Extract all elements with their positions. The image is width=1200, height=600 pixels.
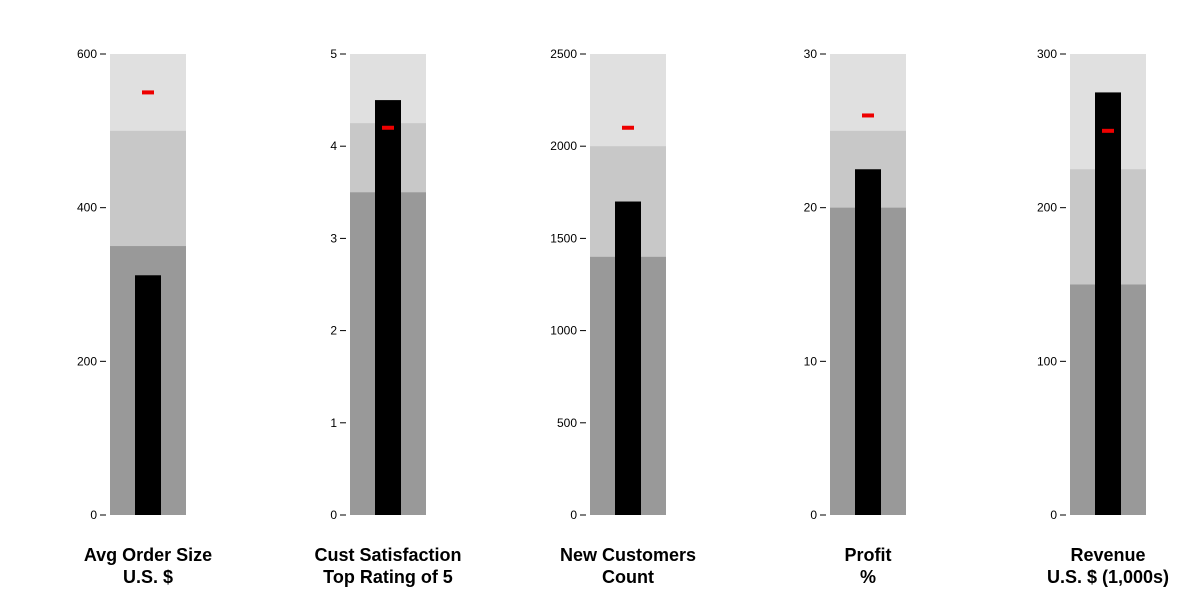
y-tick-label: 0	[810, 508, 817, 522]
y-tick-label: 500	[557, 416, 577, 430]
y-tick-label: 3	[330, 231, 337, 245]
y-tick-label: 10	[804, 354, 818, 368]
y-tick-label: 200	[1037, 201, 1057, 215]
y-tick-label: 100	[1037, 354, 1057, 368]
target-marker	[142, 90, 154, 95]
y-tick-label: 5	[330, 47, 337, 61]
measure-bar	[375, 100, 401, 515]
panel-title: New Customers	[560, 545, 696, 565]
y-tick-label: 300	[1037, 47, 1057, 61]
panel-subtitle: %	[860, 567, 876, 587]
panel-subtitle: Top Rating of 5	[323, 567, 453, 587]
y-tick-label: 1500	[550, 231, 577, 245]
y-tick-label: 1	[330, 416, 337, 430]
target-marker	[1102, 128, 1114, 133]
y-tick-label: 30	[804, 47, 818, 61]
y-tick-label: 2	[330, 324, 337, 338]
y-tick-label: 200	[77, 354, 97, 368]
measure-bar	[135, 275, 161, 515]
panel-title: Revenue	[1070, 545, 1145, 565]
y-tick-label: 0	[570, 508, 577, 522]
y-tick-label: 0	[330, 508, 337, 522]
y-tick-label: 20	[804, 201, 818, 215]
target-marker	[862, 113, 874, 118]
panel-title: Cust Satisfaction	[314, 545, 461, 565]
y-tick-label: 4	[330, 139, 337, 153]
y-tick-label: 0	[90, 508, 97, 522]
y-tick-label: 2000	[550, 139, 577, 153]
y-tick-label: 0	[1050, 508, 1057, 522]
panel-title: Avg Order Size	[84, 545, 212, 565]
target-marker	[622, 125, 634, 130]
panel-subtitle: Count	[602, 567, 654, 587]
y-tick-label: 2500	[550, 47, 577, 61]
panel-title: Profit	[845, 545, 892, 565]
y-tick-label: 600	[77, 47, 97, 61]
measure-bar	[1095, 92, 1121, 516]
bullet-panel: 0 10 20 30 Profit%	[804, 47, 906, 587]
y-tick-label: 1000	[550, 324, 577, 338]
panel-subtitle: U.S. $ (1,000s)	[1047, 567, 1169, 587]
measure-bar	[855, 169, 881, 515]
panel-subtitle: U.S. $	[123, 567, 173, 587]
measure-bar	[615, 201, 641, 515]
target-marker	[382, 125, 394, 130]
y-tick-label: 400	[77, 201, 97, 215]
